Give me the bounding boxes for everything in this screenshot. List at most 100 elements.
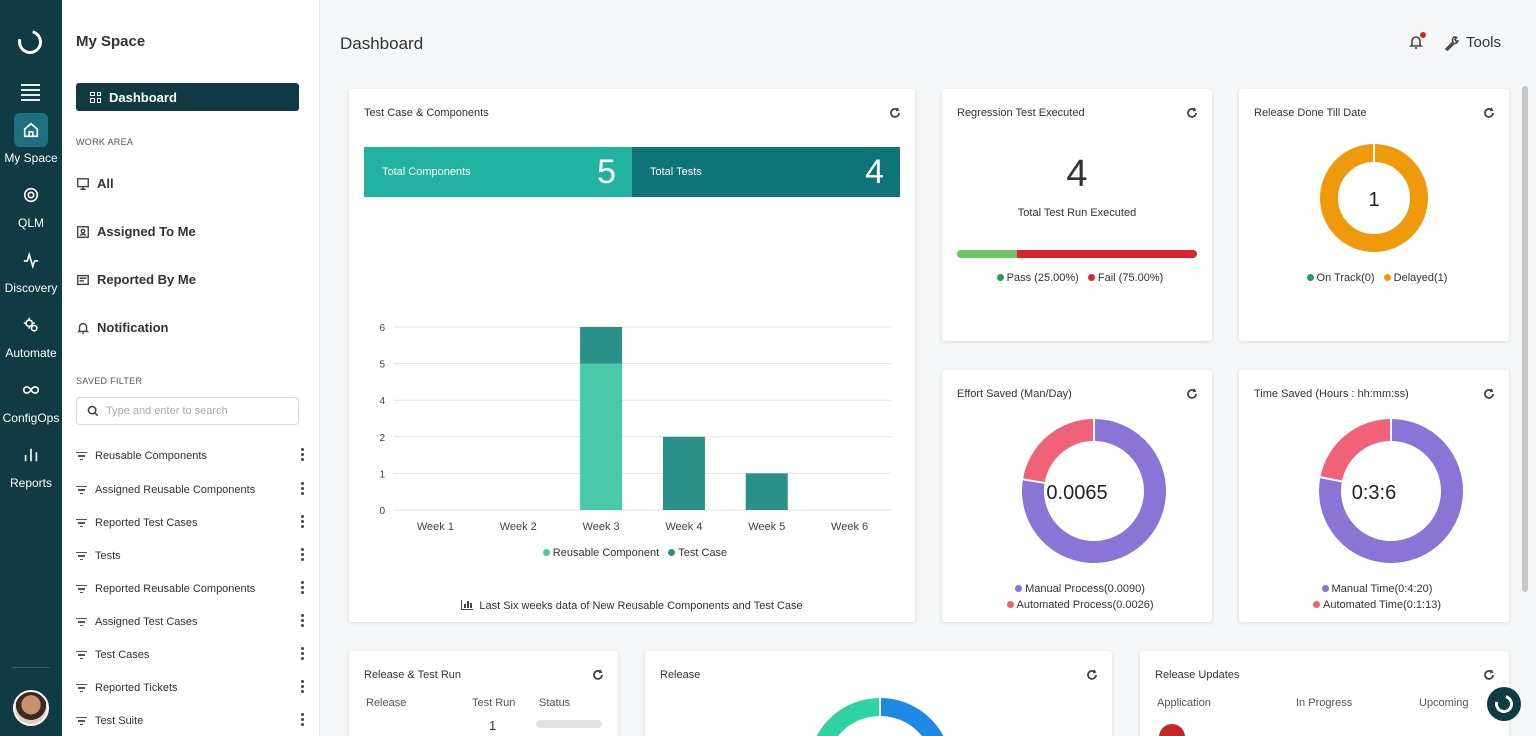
refresh-button[interactable] [1483,106,1495,118]
filter-label: Reported Reusable Components [95,583,256,595]
filter-label: Reported Test Cases [95,517,198,529]
column-header-in-progress: In Progress [1296,697,1353,709]
hamburger-menu-icon[interactable] [21,84,40,104]
refresh-button[interactable] [1483,387,1495,399]
donut-segment-automated[interactable] [1022,419,1095,484]
dashboard-label: Dashboard [109,89,177,105]
legend-label: Test Case [678,547,728,559]
y-tick-label: 6 [379,323,385,334]
bar-chart: 0 1 2 4 5 6 Week 1 Week 2 Week 3 Week 4 Week 5 Week… [379,323,891,533]
stat-label: Total Tests [650,166,702,178]
notification-dot [1420,32,1426,38]
more-vertical-icon[interactable] [301,581,304,596]
more-vertical-icon[interactable] [301,614,304,629]
time-legend-manual: Manual Time(0:4:20) [1239,583,1509,595]
legend-swatch-automated [1006,601,1014,608]
left-rail: My Space QLM Discovery Automate ConfigOp… [0,0,62,736]
y-tick-label: 5 [379,360,385,371]
saved-filter-item[interactable]: Test Suite [76,711,312,731]
bar-segment[interactable] [745,473,788,510]
more-vertical-icon[interactable] [301,647,304,662]
donut-gap [1319,475,1344,483]
saved-filter-item[interactable]: Assigned Reusable Components [76,480,312,500]
card-title: Effort Saved (Man/Day) [957,388,1072,400]
test-run-count: 1 [489,718,497,733]
sidebar-item-assigned-to-me[interactable]: Assigned To Me [76,224,196,239]
pulse-icon [14,243,48,277]
total-runs-label: Total Test Run Executed [1017,207,1137,219]
refresh-button[interactable] [592,668,604,680]
bar-segment[interactable] [580,363,623,510]
legend-label: Pass (25.00%) [1006,272,1079,284]
more-vertical-icon[interactable] [301,448,304,463]
filter-search-input[interactable] [106,405,286,417]
gears-icon [14,308,48,342]
release-card: Release [645,651,1112,736]
effort-saved-card: Effort Saved (Man/Day) 0.0065 Manual Pro… [942,370,1212,622]
saved-filter-item[interactable]: Reported Tickets [76,678,312,698]
effort-legend-manual: Manual Process(0.0090) [942,583,1212,595]
rail-item-label: My Space [4,151,58,165]
monitor-icon [77,177,89,190]
page-scrollbar[interactable] [1522,86,1528,592]
sidebar-dashboard-button[interactable]: Dashboard [76,83,299,111]
rail-item-automate[interactable]: Automate [0,308,62,360]
bar-segment[interactable] [580,327,623,364]
more-vertical-icon[interactable] [301,713,304,728]
card-title: Release [660,669,701,681]
assistant-fab-button[interactable] [1487,687,1521,721]
rail-item-qlm[interactable]: QLM [0,178,62,230]
saved-filter-item[interactable]: Reported Test Cases [76,513,312,533]
refresh-button[interactable] [889,106,901,118]
legend-label: Manual Process(0.0090) [1025,583,1145,595]
donut-segment-automated[interactable] [1320,419,1392,482]
x-tick-label: Week 6 [831,521,868,533]
time-donut [1319,418,1463,563]
sidebar-item-reported-by-me[interactable]: Reported By Me [76,272,196,287]
filter-icon [76,682,87,694]
rail-item-configops[interactable]: ConfigOps [0,373,62,425]
card-title: Time Saved (Hours : hh:mm:ss) [1254,388,1409,400]
bar-segment[interactable] [662,436,705,510]
app-logo-icon[interactable] [13,25,47,59]
home-icon [14,113,48,147]
bell-icon [1409,36,1423,49]
user-avatar[interactable] [13,690,49,726]
refresh-button[interactable] [1186,106,1198,118]
saved-filter-item[interactable]: Test Cases [76,645,312,665]
refresh-button[interactable] [1483,668,1495,680]
legend-label: Delayed(1) [1393,272,1448,284]
sidebar-item-label: Notification [97,320,169,335]
refresh-button[interactable] [1186,387,1198,399]
filter-icon [76,450,87,462]
y-tick-label: 1 [379,469,385,480]
time-legend-automated: Automated Time(0:1:13) [1239,599,1509,611]
rail-item-my-space[interactable]: My Space [0,113,62,165]
rail-item-reports[interactable]: Reports [0,438,62,490]
rail-item-discovery[interactable]: Discovery [0,243,62,295]
page-title: Dashboard [340,34,424,53]
refresh-icon [593,669,603,680]
donut-segment-manual[interactable] [1022,419,1166,563]
more-vertical-icon[interactable] [301,680,304,695]
more-vertical-icon[interactable] [301,515,304,530]
refresh-button[interactable] [1086,668,1098,680]
notifications-button[interactable] [1408,32,1426,52]
saved-filter-item[interactable]: Assigned Test Cases [76,612,312,632]
saved-filter-item[interactable]: Reported Reusable Components [76,579,312,599]
more-vertical-icon[interactable] [301,548,304,563]
footnote-text: Last Six weeks data of New Reusable Comp… [479,600,803,612]
filter-label: Assigned Reusable Components [95,484,256,496]
release-donut-partial [816,697,944,736]
refresh-icon [1187,107,1197,118]
saved-filter-item[interactable]: Reusable Components [76,446,312,466]
sidebar-item-notification[interactable]: Notification [76,320,169,335]
saved-filter-label: SAVED FILTER [76,376,143,386]
donut-segment-manual[interactable] [1319,419,1463,563]
tools-button[interactable]: Tools [1444,34,1501,51]
sidebar-item-all[interactable]: All [76,176,114,191]
stat-value: 4 [865,153,884,191]
more-vertical-icon[interactable] [301,482,304,497]
saved-filter-item[interactable]: Tests [76,546,312,566]
y-tick-label: 2 [379,433,385,444]
